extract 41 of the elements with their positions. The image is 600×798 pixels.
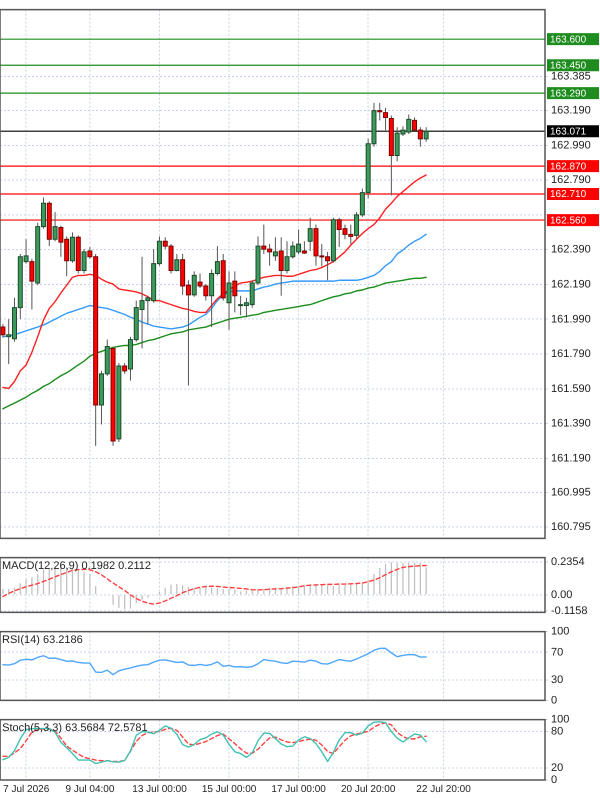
y-tick-label: 160.795 xyxy=(551,521,591,534)
chart-title: Stoch(5,3,3) 63.5684 72.5781 xyxy=(2,722,148,734)
ref-line-label: 162.710 xyxy=(550,189,587,200)
y-tick-label: 30 xyxy=(551,674,564,686)
y-tick-label: 0 xyxy=(551,694,558,706)
y-tick-label: 100 xyxy=(551,714,570,726)
y-tick-label: 100 xyxy=(551,626,570,638)
ref-line-label: 162.560 xyxy=(550,215,587,226)
y-tick-label: 161.790 xyxy=(551,348,591,360)
x-tick-label: 20 Jul 20:00 xyxy=(340,784,396,795)
x-tick-label: 17 Jul 00:00 xyxy=(271,784,326,795)
ref-line-label: 162.870 xyxy=(550,161,587,172)
y-tick-label: 70 xyxy=(551,646,564,658)
y-tick-label: 162.990 xyxy=(551,139,591,152)
y-tick-label: 162.390 xyxy=(551,244,591,256)
y-tick-label: 163.385 xyxy=(551,70,591,83)
ref-line-label: 163.450 xyxy=(550,60,587,72)
y-tick-label: 161.390 xyxy=(551,418,591,430)
ref-line-label: 163.290 xyxy=(550,88,587,100)
chart-title: MACD(12,26,9) 0.1982 0.2112 xyxy=(2,560,151,572)
x-tick-label: 9 Jul 04:00 xyxy=(65,784,115,795)
y-tick-label: 161.590 xyxy=(551,382,591,395)
y-tick-label: 0.2354 xyxy=(551,556,585,568)
y-tick-label: 163.190 xyxy=(551,104,591,117)
y-tick-label: 0 xyxy=(551,774,558,786)
chart-title: RSI(14) 63.2186 xyxy=(2,634,83,646)
y-tick-label: 162.190 xyxy=(551,278,591,290)
y-tick-label: 0.00 xyxy=(551,588,572,601)
x-tick-label: 13 Jul 00:00 xyxy=(132,784,188,795)
y-tick-label: 161.190 xyxy=(551,452,591,464)
y-tick-label: -0.1158 xyxy=(551,604,588,617)
y-tick-label: 80 xyxy=(551,726,564,738)
y-tick-label: 160.995 xyxy=(551,486,591,498)
y-tick-label: 161.990 xyxy=(551,313,591,326)
ref-line-label: 163.071 xyxy=(550,126,587,138)
x-tick-label: 15 Jul 00:00 xyxy=(202,784,257,795)
x-tick-label: 22 Jul 20:00 xyxy=(416,784,472,795)
y-tick-label: 20 xyxy=(551,762,564,774)
x-tick-label: 7 Jul 2026 xyxy=(3,784,50,795)
y-tick-label: 162.790 xyxy=(551,174,591,186)
ref-line-label: 163.600 xyxy=(550,34,587,46)
